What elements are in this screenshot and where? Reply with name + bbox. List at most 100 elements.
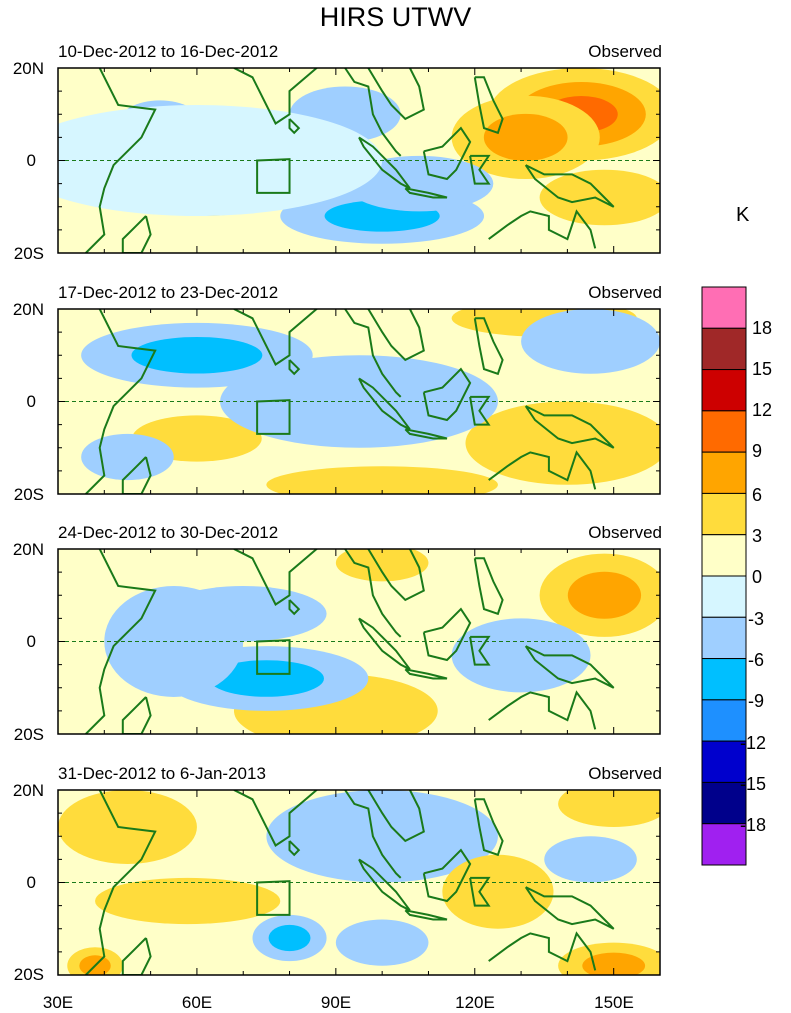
panel-2-coastline-5 [358,377,411,431]
xtick-120e: 120E [455,993,495,1012]
panel-3-coastline-2 [288,599,301,616]
panel-1-source: Observed [588,42,662,61]
colorbar-box-8 [701,492,747,536]
cb-label-12: 12 [752,400,773,420]
xtick-60e: 60E [181,993,213,1012]
panel-4-anomaly-7-level-0 [558,790,660,827]
panel-4-coastline-7 [422,848,472,903]
chart-title: HIRS UTWV [319,2,472,32]
panel-3-anomaly-5-level-1 [208,660,324,697]
cb-label-minus9: -9 [748,691,765,711]
p3-ytick-20s: 20S [13,725,44,744]
panel-2-coastline-11 [488,450,597,490]
p3-ytick-20n: 20N [12,540,44,559]
p2-ytick-0: 0 [26,392,36,411]
panel-2-map [58,309,660,494]
panel-2-source: Observed [588,283,662,302]
panel-4-map [58,790,660,975]
panel-2-anomaly-2-level-0 [266,466,498,494]
panel-4-anomaly-4-level-0 [544,836,637,883]
p4-ytick-20n: 20N [12,781,44,800]
p2-ytick-20s: 20S [13,485,44,504]
panel-2-coastline-3 [344,309,402,398]
colorbar-box-7 [701,534,747,577]
panel-4-coastline-4 [367,790,425,843]
panel-2-coastline-7 [422,367,472,422]
p4-ytick-20s: 20S [13,965,44,984]
panel-2-coastline-9 [473,317,504,376]
cb-label-0: 0 [752,567,763,587]
p2-ytick-20n: 20N [12,300,44,319]
panel-3-coastline-12 [121,696,152,734]
p1-ytick-20s: 20S [13,244,44,263]
colorbar-box-3 [701,699,747,742]
cb-label-minus12: -12 [740,733,767,753]
panel-4-anomaly-10-level-0 [95,877,281,925]
cb-label-minus3: -3 [748,609,765,629]
panel-2-coastline-0 [85,309,157,494]
panel-4-coastline-3 [344,790,402,879]
xtick-150e: 150E [594,993,634,1012]
panel-1-coastline-5 [358,136,411,190]
panel-1-coastline-4 [367,68,425,121]
panel-1-anomaly-2-level-1 [483,113,568,161]
panel-3-coastline-3 [344,549,402,638]
panel-2-coastline-4 [367,309,425,362]
panel-4-coastline-5 [358,858,411,912]
colorbar-box-12 [701,327,747,371]
panel-2-coastline-10 [524,405,615,449]
panel-4-source: Observed [588,764,662,783]
panel-2-anomaly-1-level-0 [465,401,660,485]
panel-4-coastline-0 [85,790,157,975]
panel-1-map [58,68,660,253]
panel-1-coastline-7 [422,126,472,181]
panel-4-coastline-2 [288,840,301,857]
panel-3-anomaly-1-level-1 [567,571,642,619]
panel-2-anomaly-5-level-1 [131,336,263,374]
colorbar-box-13 [701,286,747,329]
panel-3-coastline-11 [488,690,597,730]
panel-3-coastline-7 [422,607,472,662]
panel-1-box-region [256,158,291,194]
panel-3-coastline-4 [367,549,425,602]
cb-label-9: 9 [752,441,763,461]
panel-2-coastline-8 [469,395,491,426]
panel-4-coastline-11 [488,931,597,971]
colorbar-box-10 [701,410,747,453]
cb-label-3: 3 [752,526,763,546]
panel-1-coastline-8 [469,154,491,185]
p1-ytick-0: 0 [26,151,36,170]
panel-2-coastline-2 [288,359,301,376]
panel-4-anomaly-6-level-1 [582,952,646,975]
panel-4-period: 31-Dec-2012 to 6-Jan-2013 [58,764,266,783]
panel-4-coastline-10 [524,886,615,930]
panel-1-coastline-12 [121,215,152,253]
p1-ytick-20n: 20N [12,59,44,78]
cb-label-minus6: -6 [748,650,765,670]
panel-2-anomaly-8-level-0 [81,433,174,481]
colorbar-box-2 [701,740,747,783]
colorbar-box-5 [701,616,747,660]
panel-3-map [58,549,660,734]
panel-4-coastline-9 [473,798,504,857]
panel-2-period: 17-Dec-2012 to 23-Dec-2012 [58,283,279,302]
panel-2-coastline-6 [404,428,448,440]
panel-4-anomaly-9-level-0 [442,854,554,929]
panel-2-box-region [256,399,291,435]
p3-ytick-0: 0 [26,632,36,651]
xtick-30e: 30E [42,993,74,1012]
panel-3-box-region [256,639,291,675]
panel-1-coastline-6 [404,187,448,199]
panel-4-anomaly-3-level-0 [335,919,429,966]
panel-4-box-region [256,880,291,916]
colorbar-box-4 [701,658,747,701]
panel-4-anomaly-2-level-1 [268,924,311,952]
cb-label-18: 18 [752,318,773,338]
panel-1-coastline-10 [524,164,615,208]
panel-1-coastline-1 [233,68,319,125]
panel-3-coastline-1 [233,549,319,606]
panel-4-coastline-8 [469,876,491,907]
panel-2-coastline-1 [233,309,319,366]
panel-1-coastline-9 [473,76,504,135]
